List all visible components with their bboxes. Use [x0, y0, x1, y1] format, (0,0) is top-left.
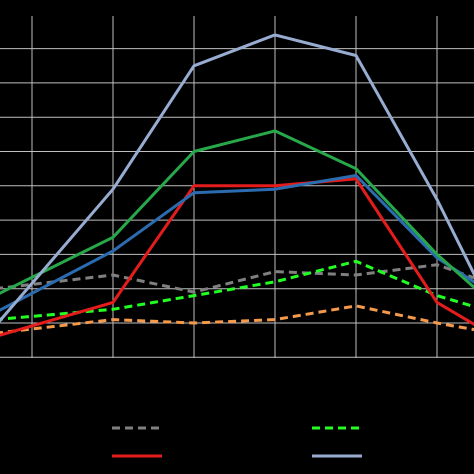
series-line-2 [0, 259, 474, 321]
series-line-7 [0, 33, 474, 323]
series-line-4 [0, 177, 474, 337]
series-line-6 [0, 129, 474, 295]
series-line-3 [0, 304, 474, 335]
series-lines [0, 33, 474, 337]
series-line-5 [0, 174, 474, 312]
legend [112, 426, 362, 458]
series-line-1 [0, 263, 474, 294]
